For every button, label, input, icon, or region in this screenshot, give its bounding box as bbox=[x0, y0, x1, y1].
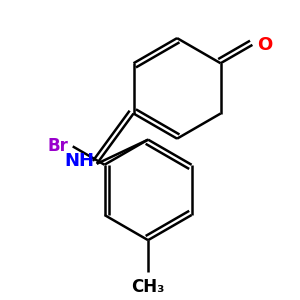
Text: CH₃: CH₃ bbox=[131, 278, 165, 296]
Text: O: O bbox=[257, 36, 272, 54]
Text: Br: Br bbox=[48, 137, 69, 155]
Text: NH: NH bbox=[64, 152, 94, 170]
